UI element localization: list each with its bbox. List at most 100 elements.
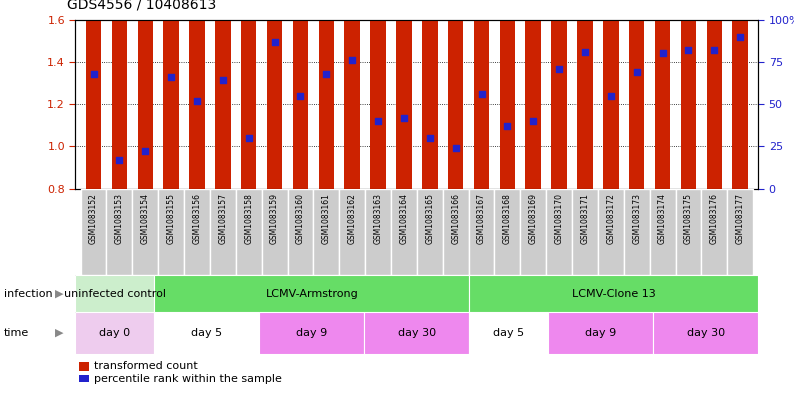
Bar: [293, 0, 308, 189]
Bar: [339, 189, 365, 275]
Text: infection: infection: [4, 289, 52, 299]
Text: LCMV-Armstrong: LCMV-Armstrong: [265, 289, 358, 299]
Bar: [655, 0, 670, 189]
Bar: [154, 312, 260, 354]
Bar: [106, 189, 133, 275]
Bar: [260, 312, 364, 354]
Bar: [262, 189, 287, 275]
Bar: [137, 0, 153, 189]
Text: transformed count: transformed count: [94, 361, 198, 371]
Bar: [499, 11, 515, 189]
Bar: [370, 0, 386, 189]
Bar: [422, 180, 437, 358]
Text: uninfected control: uninfected control: [64, 289, 166, 299]
Text: GSM1083153: GSM1083153: [115, 193, 124, 244]
Bar: [318, 0, 334, 189]
Text: day 30: day 30: [687, 328, 725, 338]
Bar: [189, 146, 205, 358]
Text: day 5: day 5: [493, 328, 524, 338]
Text: ▶: ▶: [55, 289, 64, 299]
Bar: [603, 140, 619, 358]
Point: [165, 74, 178, 80]
Point: [656, 50, 669, 57]
Text: GSM1083156: GSM1083156: [192, 193, 202, 244]
Bar: [210, 189, 236, 275]
Bar: [707, 0, 722, 189]
Bar: [164, 0, 179, 189]
Point: [346, 57, 359, 63]
Bar: [551, 0, 567, 189]
Bar: [443, 189, 468, 275]
Text: day 9: day 9: [296, 328, 327, 338]
Bar: [86, 136, 102, 358]
Point: [191, 97, 203, 104]
Text: GSM1083164: GSM1083164: [399, 193, 408, 244]
Point: [734, 33, 746, 40]
Bar: [448, 5, 464, 189]
Bar: [526, 0, 541, 189]
Bar: [680, 100, 696, 358]
Bar: [81, 189, 106, 275]
Text: GSM1083177: GSM1083177: [736, 193, 745, 244]
Text: GSM1083167: GSM1083167: [477, 193, 486, 244]
Bar: [75, 312, 154, 354]
Bar: [267, 0, 283, 189]
Point: [294, 92, 306, 99]
Text: GSM1083157: GSM1083157: [218, 193, 227, 244]
Bar: [655, 102, 670, 358]
Text: ▶: ▶: [55, 328, 64, 338]
Text: day 9: day 9: [585, 328, 616, 338]
Bar: [624, 189, 649, 275]
Text: GSM1083175: GSM1083175: [684, 193, 693, 244]
Bar: [680, 0, 696, 189]
Point: [708, 47, 721, 53]
Point: [320, 71, 333, 77]
Bar: [629, 0, 645, 189]
Text: GSM1083163: GSM1083163: [373, 193, 383, 244]
Bar: [158, 189, 184, 275]
Bar: [629, 138, 645, 358]
Bar: [649, 189, 676, 275]
Bar: [422, 11, 437, 189]
Point: [449, 145, 462, 151]
Bar: [396, 0, 411, 189]
Text: GSM1083172: GSM1083172: [607, 193, 615, 244]
Text: LCMV-Clone 13: LCMV-Clone 13: [572, 289, 656, 299]
Bar: [707, 95, 722, 358]
Bar: [546, 189, 572, 275]
Bar: [293, 146, 308, 358]
Text: day 5: day 5: [191, 328, 222, 338]
Text: GSM1083165: GSM1083165: [426, 193, 434, 244]
Bar: [577, 66, 593, 358]
Bar: [364, 312, 469, 354]
Text: GSM1083166: GSM1083166: [451, 193, 461, 244]
Text: GSM1083169: GSM1083169: [529, 193, 538, 244]
Bar: [241, 3, 256, 189]
Point: [139, 148, 152, 154]
Bar: [603, 0, 619, 189]
Bar: [701, 189, 727, 275]
Bar: [727, 189, 753, 275]
Point: [217, 77, 229, 84]
Point: [501, 123, 514, 129]
Bar: [236, 189, 262, 275]
Bar: [365, 189, 391, 275]
Bar: [133, 189, 158, 275]
Bar: [520, 189, 546, 275]
Bar: [572, 189, 598, 275]
Bar: [495, 189, 520, 275]
Bar: [499, 180, 515, 358]
Text: GSM1083171: GSM1083171: [580, 193, 589, 244]
Text: GSM1083170: GSM1083170: [554, 193, 564, 244]
Bar: [184, 189, 210, 275]
Text: GSM1083160: GSM1083160: [296, 193, 305, 244]
Bar: [551, 138, 567, 358]
Point: [630, 69, 643, 75]
Text: GSM1083155: GSM1083155: [167, 193, 175, 244]
Bar: [474, 153, 489, 358]
Bar: [86, 0, 102, 189]
Point: [579, 49, 592, 55]
Text: percentile rank within the sample: percentile rank within the sample: [94, 374, 282, 384]
Bar: [164, 115, 179, 358]
Text: GSM1083168: GSM1083168: [503, 193, 512, 244]
